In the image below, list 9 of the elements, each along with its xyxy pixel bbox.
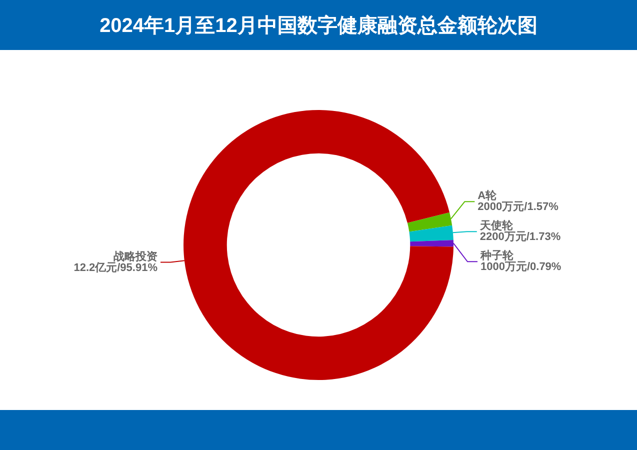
data-label: 2000万元/1.57% [478,201,559,214]
slice-label: 种子轮 [479,249,514,262]
data-label: 1000万元/0.79% [480,261,562,274]
slice-label: 战略投资 [114,250,158,263]
chart-title: 2024年1月至12月中国数字健康融资总金额轮次图 [0,0,637,50]
slice-label: A轮 [478,189,498,202]
data-label: 2200万元/1.73% [480,231,561,244]
slice-label: 天使轮 [478,219,514,232]
data-label: 12.2亿元/95.91% [74,262,158,274]
